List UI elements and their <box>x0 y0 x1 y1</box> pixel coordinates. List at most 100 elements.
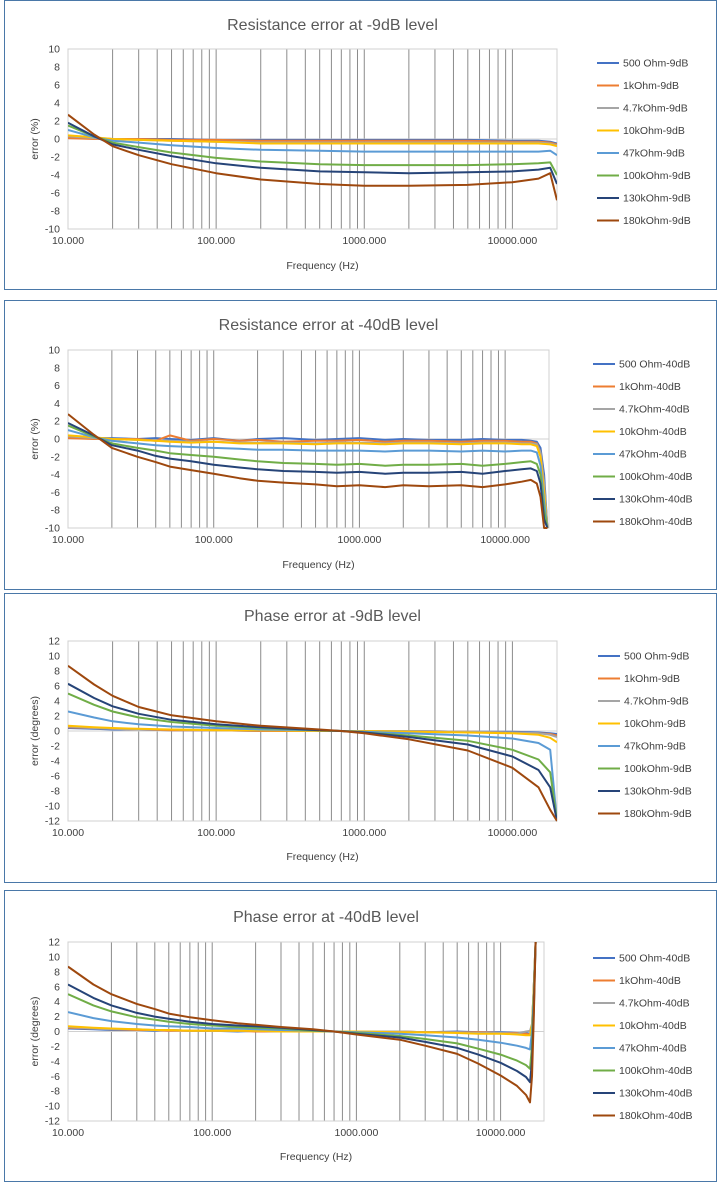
y-tick-label: -12 <box>45 816 60 828</box>
chart-title: Resistance error at -9dB level <box>227 17 438 34</box>
x-tick-label: 10.000 <box>52 1127 84 1139</box>
y-tick-label: 8 <box>54 62 60 74</box>
series-line-1 <box>68 941 537 1035</box>
y-tick-label: -4 <box>51 170 60 182</box>
x-tick-label: 10000.000 <box>480 534 530 546</box>
legend-label: 1kOhm-40dB <box>619 975 681 987</box>
chart-title: Resistance error at -40dB level <box>219 317 439 334</box>
y-tick-label: 10 <box>48 345 60 357</box>
y-tick-label: 0 <box>54 434 60 446</box>
legend-label: 10kOhm-9dB <box>624 718 686 730</box>
y-tick-label: 10 <box>48 951 60 963</box>
y-axis-label: error (degrees) <box>29 696 41 766</box>
y-tick-label: -2 <box>51 451 60 463</box>
legend-label: 4.7kOhm-9dB <box>623 103 688 115</box>
y-tick-label: 2 <box>54 116 60 128</box>
legend-label: 130kOhm-40dB <box>619 494 693 506</box>
y-tick-label: -4 <box>51 1056 60 1068</box>
series-line-7 <box>68 121 557 185</box>
legend-label: 500 Ohm-9dB <box>623 58 688 70</box>
y-tick-label: -10 <box>45 1101 60 1113</box>
series-line-7 <box>68 941 537 1084</box>
x-tick-label: 10.000 <box>52 534 84 546</box>
legend-label: 10kOhm-40dB <box>619 426 687 438</box>
x-tick-label: 100.000 <box>193 1127 231 1139</box>
y-tick-label: -2 <box>51 741 60 753</box>
legend-label: 180kOhm-40dB <box>619 516 693 528</box>
series-line-2 <box>68 434 549 529</box>
x-axis-label: Frequency (Hz) <box>282 559 354 571</box>
series-line-5 <box>68 429 549 529</box>
chart-svg-3: Phase error at -9dB level 12 10 8 6 4 2 0 -2 -4 -6… <box>29 608 692 863</box>
y-tick-label: 4 <box>54 398 60 410</box>
y-tick-label: -6 <box>51 487 60 499</box>
series-group <box>68 941 537 1104</box>
y-tick-label: -8 <box>51 1086 60 1098</box>
y-tick-label: -8 <box>51 786 60 798</box>
y-tick-label: -8 <box>51 505 60 517</box>
legend-label: 47kOhm-9dB <box>623 148 685 160</box>
series-line-2 <box>68 941 537 1036</box>
x-tick-label: 1000.000 <box>342 827 386 839</box>
legend-label: 1kOhm-9dB <box>623 80 679 92</box>
legend-label: 500 Ohm-9dB <box>624 651 689 663</box>
legend-label: 100kOhm-40dB <box>619 471 693 483</box>
y-tick-label: -12 <box>45 1116 60 1128</box>
chart-title: Phase error at -40dB level <box>233 909 419 926</box>
y-tick-label: 6 <box>54 681 60 693</box>
y-tick-label: -2 <box>51 152 60 164</box>
legend: 500 Ohm-40dB 1kOhm-40dB 4.7kOhm-40dB 10kOhm… <box>593 359 693 528</box>
y-tick-label: 2 <box>54 416 60 428</box>
y-tick-label: 8 <box>54 666 60 678</box>
y-tick-label: 8 <box>54 362 60 374</box>
legend-label: 47kOhm-40dB <box>619 1043 687 1055</box>
series-group <box>68 413 549 529</box>
y-tick-label: -4 <box>51 756 60 768</box>
x-tick-label: 100.000 <box>195 534 233 546</box>
legend-label: 500 Ohm-40dB <box>619 953 690 965</box>
y-tick-label: -2 <box>51 1041 60 1053</box>
y-tick-label: 12 <box>48 636 60 648</box>
y-tick-label: -10 <box>45 801 60 813</box>
x-tick-label: 1000.000 <box>342 235 386 247</box>
series-line-4 <box>68 134 557 148</box>
series-line-6 <box>68 124 557 176</box>
y-tick-label: 6 <box>54 380 60 392</box>
chart-title: Phase error at -9dB level <box>244 608 421 625</box>
series-line-8 <box>68 664 557 822</box>
legend: 500 Ohm-9dB 1kOhm-9dB 4.7kOhm-9dB 10kOhm-9d… <box>598 651 692 820</box>
legend-label: 100kOhm-9dB <box>623 170 691 182</box>
y-tick-label: 12 <box>48 937 60 949</box>
x-axis-label: Frequency (Hz) <box>280 1151 352 1163</box>
chart-panel-4: Phase error at -40dB level 12 10 8 6 4 2 0 -2 -4 -… <box>4 890 717 1182</box>
x-tick-label: 1000.000 <box>338 534 382 546</box>
y-axis-label: error (%) <box>29 418 41 459</box>
legend-label: 180kOhm-40dB <box>619 1110 693 1122</box>
series-line-1 <box>68 435 549 529</box>
legend-label: 130kOhm-9dB <box>624 786 692 798</box>
chart-panel-2: Resistance error at -40dB level 10 8 6 4 2 0 -2… <box>4 300 717 590</box>
legend-label: 4.7kOhm-40dB <box>619 998 690 1010</box>
y-tick-label: 6 <box>54 981 60 993</box>
y-tick-label: 10 <box>48 651 60 663</box>
legend-label: 47kOhm-9dB <box>624 741 686 753</box>
y-tick-label: 0 <box>54 134 60 146</box>
series-line-3 <box>68 941 537 1035</box>
x-axis-label: Frequency (Hz) <box>286 260 358 272</box>
legend-label: 1kOhm-40dB <box>619 381 681 393</box>
series-line-5 <box>68 129 557 157</box>
y-tick-label: 2 <box>54 1011 60 1023</box>
legend-label: 130kOhm-40dB <box>619 1088 693 1100</box>
legend-label: 100kOhm-40dB <box>619 1065 693 1077</box>
series-group <box>68 664 557 822</box>
y-tick-label: -4 <box>51 469 60 481</box>
y-tick-label: 8 <box>54 966 60 978</box>
x-tick-label: 100.000 <box>197 827 235 839</box>
series-line-6 <box>68 424 549 529</box>
y-tick-label: -8 <box>51 206 60 218</box>
y-tick-label: 0 <box>54 726 60 738</box>
series-line-7 <box>68 422 549 529</box>
legend-label: 10kOhm-40dB <box>619 1020 687 1032</box>
y-axis-label: error (%) <box>29 118 41 159</box>
